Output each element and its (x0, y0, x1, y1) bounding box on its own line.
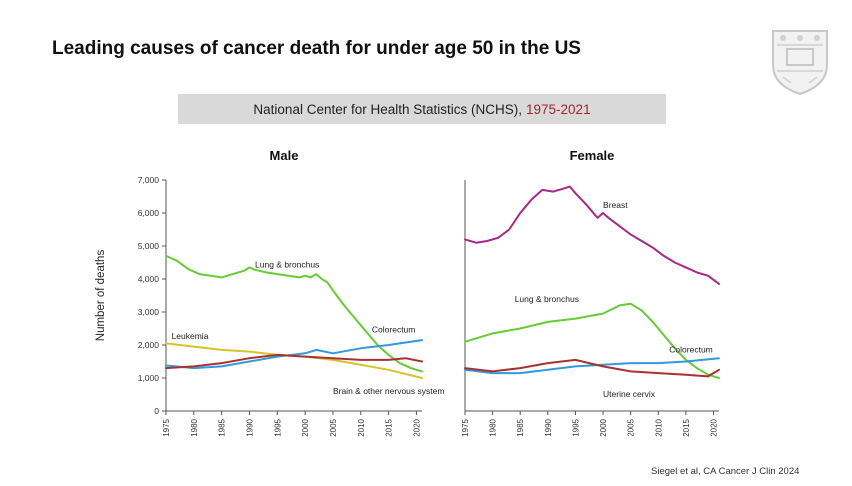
male-y-tick-label: 7,000 (138, 175, 160, 185)
male-series-label-lung-bronchus: Lung & bronchus (255, 259, 319, 269)
male-y-tick-label: 5,000 (138, 241, 160, 251)
shield-crest-icon (772, 30, 828, 96)
male-series-label-brain-other-nervous-system: Brain & other nervous system (333, 386, 445, 396)
male-y-tick-label: 3,000 (138, 307, 160, 317)
female-series-uterine-cervix (464, 358, 720, 378)
male-y-tick-label: 0 (154, 406, 159, 416)
male-x-tick-label: 2015 (385, 418, 394, 436)
male-x-tick-label: 2010 (357, 418, 366, 436)
male-y-tick-label: 2,000 (138, 340, 160, 350)
female-x-tick-label: 1995 (571, 418, 580, 436)
subtitle-banner: National Center for Health Statistics (N… (178, 94, 666, 124)
male-x-tick-label: 2005 (329, 418, 338, 436)
female-series-label-uterine-cervix: Uterine cervix (603, 389, 656, 399)
male-series-brain-other-nervous-system (165, 353, 423, 370)
male-x-tick-label: 1995 (273, 418, 282, 436)
male-x-tick-label: 2000 (301, 418, 310, 436)
female-series-breast (464, 185, 720, 285)
male-series-colorectum (165, 339, 423, 370)
female-x-tick-label: 1990 (544, 418, 553, 436)
female-x-tick-label: 2015 (682, 418, 691, 436)
male-series-label-colorectum: Colorectum (372, 324, 415, 334)
male-x-tick-label: 1980 (190, 418, 199, 436)
male-x-tick-label: 1985 (218, 418, 227, 436)
male-y-axis-label: Number of deaths (95, 250, 107, 342)
female-x-tick-label: 2020 (709, 418, 718, 436)
subtitle-years: 1975-2021 (526, 101, 591, 117)
slide-title: Leading causes of cancer death for under… (52, 38, 581, 59)
male-x-tick-label: 1990 (245, 418, 254, 436)
female-x-tick-label: 1985 (516, 418, 525, 436)
citation: Siegel et al, CA Cancer J Clin 2024 (651, 466, 800, 477)
female-panel-title: Female (570, 148, 615, 163)
male-panel-title: Male (270, 148, 299, 163)
female-series-label-colorectum: Colorectum (669, 344, 712, 354)
female-x-tick-label: 1975 (461, 418, 470, 436)
male-y-tick-label: 6,000 (138, 208, 160, 218)
female-series-lung-bronchus (464, 302, 720, 379)
female-x-tick-label: 2010 (654, 418, 663, 436)
female-series-label-lung-bronchus: Lung & bronchus (515, 294, 579, 304)
male-y-tick-label: 1,000 (138, 373, 160, 383)
subtitle-source: National Center for Health Statistics (N… (253, 101, 523, 117)
female-x-tick-label: 1980 (489, 418, 498, 436)
female-series-label-breast: Breast (603, 200, 628, 210)
male-y-tick-label: 4,000 (138, 274, 160, 284)
male-series-label-leukemia: Leukemia (172, 331, 209, 341)
male-x-tick-label: 2020 (412, 418, 421, 436)
male-series-lung-bronchus (165, 254, 423, 373)
female-x-tick-label: 2000 (599, 418, 608, 436)
female-x-tick-label: 2005 (627, 418, 636, 436)
female-series-colorectum (464, 357, 720, 375)
male-x-tick-label: 1975 (162, 418, 171, 436)
